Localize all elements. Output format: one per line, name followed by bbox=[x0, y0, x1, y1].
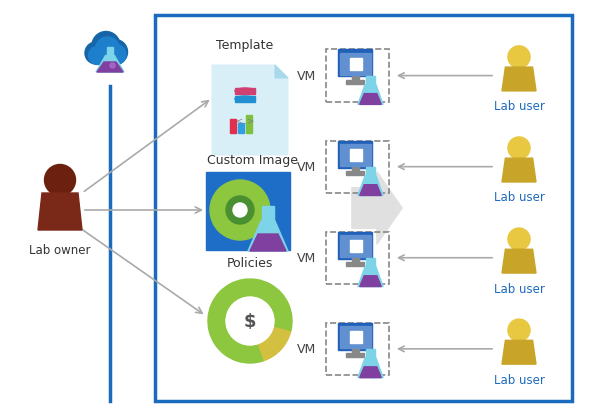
Text: Lab user: Lab user bbox=[494, 373, 544, 386]
Text: VM: VM bbox=[298, 252, 317, 265]
Polygon shape bbox=[97, 63, 123, 73]
Polygon shape bbox=[366, 349, 375, 358]
Text: VM: VM bbox=[298, 161, 317, 174]
Polygon shape bbox=[107, 48, 113, 56]
Text: Lab user: Lab user bbox=[494, 100, 544, 113]
Circle shape bbox=[44, 165, 76, 196]
Polygon shape bbox=[360, 94, 382, 105]
Polygon shape bbox=[358, 267, 383, 287]
Polygon shape bbox=[502, 340, 536, 364]
Bar bbox=[325, 323, 389, 375]
Polygon shape bbox=[350, 331, 362, 344]
Text: Policies: Policies bbox=[227, 256, 273, 269]
Bar bbox=[155, 16, 572, 401]
Circle shape bbox=[85, 43, 107, 65]
Polygon shape bbox=[212, 66, 288, 156]
Text: VM: VM bbox=[298, 70, 317, 83]
Polygon shape bbox=[502, 249, 536, 273]
Bar bbox=[352, 257, 359, 263]
Bar bbox=[340, 54, 371, 76]
Bar bbox=[338, 323, 372, 350]
Circle shape bbox=[210, 180, 270, 240]
Circle shape bbox=[508, 138, 530, 160]
Bar bbox=[340, 145, 371, 166]
Circle shape bbox=[226, 197, 254, 224]
Polygon shape bbox=[360, 185, 382, 196]
Circle shape bbox=[508, 228, 530, 251]
Polygon shape bbox=[358, 358, 383, 378]
Polygon shape bbox=[366, 167, 375, 176]
Circle shape bbox=[95, 38, 119, 62]
Ellipse shape bbox=[235, 89, 255, 95]
Polygon shape bbox=[38, 194, 82, 230]
Text: Template: Template bbox=[217, 39, 274, 52]
Circle shape bbox=[106, 45, 126, 65]
Bar bbox=[346, 172, 364, 176]
Ellipse shape bbox=[235, 97, 255, 103]
Circle shape bbox=[233, 204, 247, 218]
Polygon shape bbox=[366, 76, 375, 85]
Polygon shape bbox=[360, 276, 382, 287]
Text: Custom Image: Custom Image bbox=[208, 154, 299, 166]
Text: $: $ bbox=[244, 312, 256, 330]
Polygon shape bbox=[350, 59, 362, 71]
Circle shape bbox=[508, 319, 530, 342]
Bar bbox=[346, 263, 364, 266]
Circle shape bbox=[92, 33, 120, 60]
Text: Lab owner: Lab owner bbox=[29, 243, 91, 256]
Bar bbox=[325, 141, 389, 193]
Circle shape bbox=[103, 40, 128, 65]
Bar bbox=[235, 89, 255, 95]
Wedge shape bbox=[258, 328, 290, 361]
Polygon shape bbox=[248, 221, 288, 252]
Bar bbox=[325, 232, 389, 284]
Bar bbox=[352, 76, 359, 82]
Bar bbox=[235, 97, 255, 103]
Bar bbox=[206, 173, 290, 250]
Circle shape bbox=[89, 47, 107, 65]
Polygon shape bbox=[262, 206, 274, 221]
Polygon shape bbox=[352, 173, 402, 244]
Polygon shape bbox=[350, 240, 362, 253]
Polygon shape bbox=[366, 258, 375, 267]
Bar bbox=[338, 141, 372, 168]
Circle shape bbox=[226, 297, 274, 345]
Polygon shape bbox=[350, 150, 362, 162]
Polygon shape bbox=[360, 367, 382, 378]
Polygon shape bbox=[250, 235, 286, 252]
Bar bbox=[346, 81, 364, 85]
Polygon shape bbox=[275, 66, 288, 79]
Circle shape bbox=[110, 64, 115, 69]
Polygon shape bbox=[358, 85, 383, 105]
Bar bbox=[230, 120, 236, 134]
Polygon shape bbox=[502, 159, 536, 183]
Bar bbox=[340, 327, 371, 348]
Bar bbox=[352, 166, 359, 173]
Bar bbox=[338, 50, 372, 77]
Bar bbox=[346, 354, 364, 357]
Bar bbox=[246, 116, 252, 134]
Text: Lab user: Lab user bbox=[494, 282, 544, 295]
Circle shape bbox=[508, 47, 530, 69]
Text: <..>: <..> bbox=[235, 117, 254, 126]
Text: VM: VM bbox=[298, 342, 317, 356]
Wedge shape bbox=[208, 279, 292, 363]
Bar bbox=[340, 236, 371, 257]
Bar bbox=[238, 124, 244, 134]
Bar bbox=[352, 348, 359, 354]
Text: Lab user: Lab user bbox=[494, 191, 544, 204]
Polygon shape bbox=[96, 56, 124, 73]
Polygon shape bbox=[502, 68, 536, 92]
Polygon shape bbox=[358, 176, 383, 196]
Bar bbox=[338, 232, 372, 259]
Bar bbox=[325, 50, 389, 102]
